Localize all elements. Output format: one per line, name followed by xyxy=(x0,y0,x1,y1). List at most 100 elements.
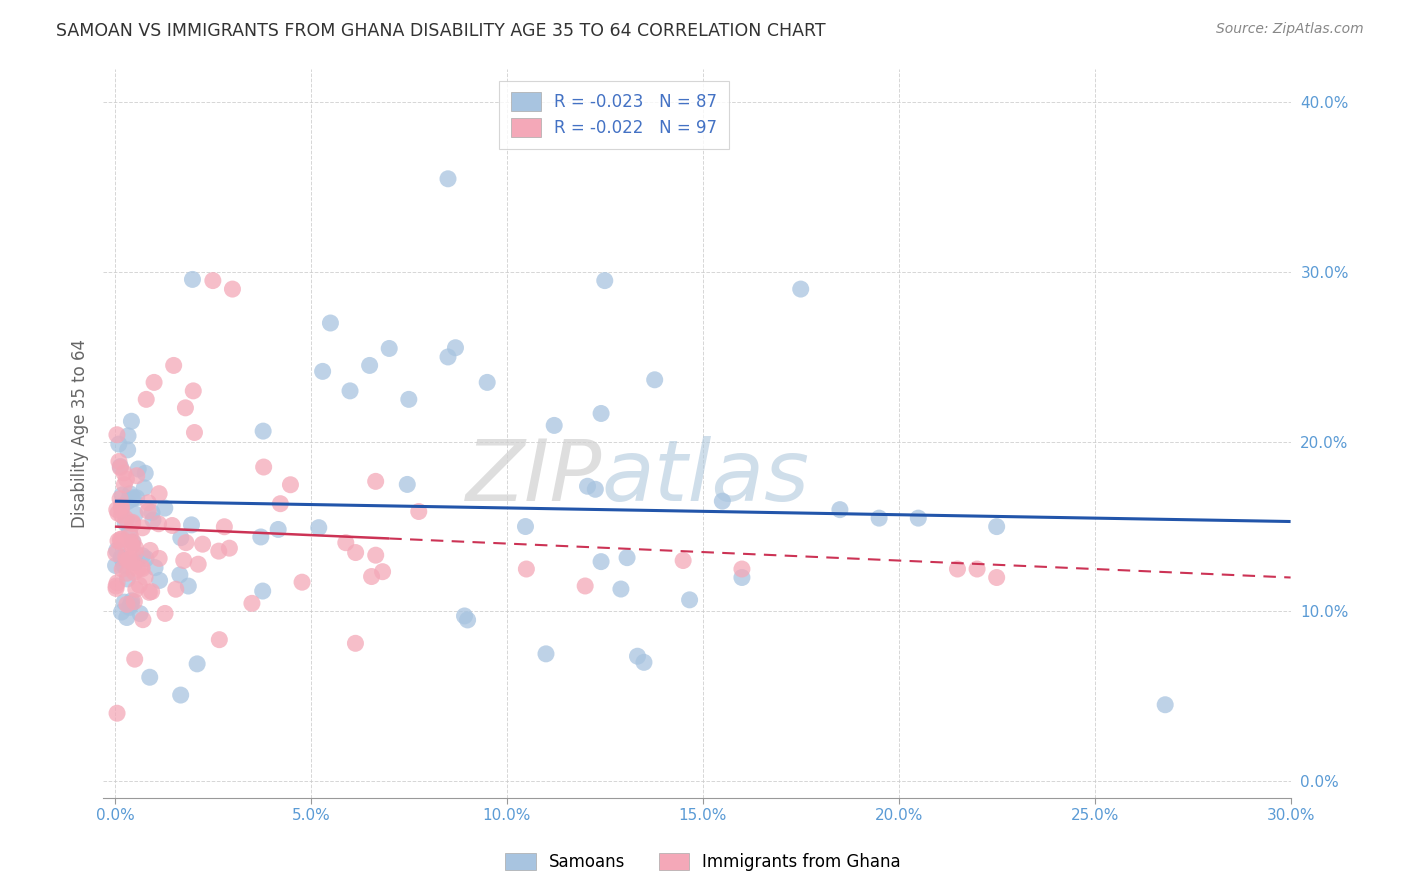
Point xyxy=(408,504,430,518)
Point xyxy=(121,555,143,569)
Point xyxy=(311,364,333,378)
Point xyxy=(124,652,146,666)
Point xyxy=(105,706,128,721)
Point xyxy=(731,570,754,584)
Point xyxy=(117,442,139,457)
Point xyxy=(105,575,128,590)
Point xyxy=(135,551,157,566)
Point xyxy=(148,486,170,500)
Point xyxy=(201,274,224,288)
Point xyxy=(644,373,666,387)
Point xyxy=(148,551,170,566)
Point xyxy=(117,553,139,567)
Point xyxy=(616,550,638,565)
Point xyxy=(515,562,537,576)
Point xyxy=(120,598,142,612)
Point xyxy=(121,594,143,608)
Point xyxy=(107,506,129,520)
Point xyxy=(105,582,128,596)
Point xyxy=(731,562,754,576)
Point xyxy=(105,502,128,516)
Point xyxy=(115,610,138,624)
Point xyxy=(543,418,565,433)
Point xyxy=(591,407,613,421)
Point xyxy=(136,504,159,518)
Point xyxy=(132,613,155,627)
Point xyxy=(122,534,145,549)
Point xyxy=(139,543,162,558)
Point xyxy=(477,376,499,390)
Point xyxy=(173,553,195,567)
Point xyxy=(986,570,1008,584)
Point xyxy=(121,492,143,507)
Point xyxy=(359,359,381,373)
Point xyxy=(120,414,142,428)
Point xyxy=(110,459,132,474)
Point xyxy=(141,584,163,599)
Point xyxy=(104,558,127,573)
Point xyxy=(148,516,170,531)
Point xyxy=(534,647,557,661)
Point xyxy=(250,530,273,544)
Point xyxy=(181,384,204,398)
Legend: R = -0.023   N = 87, R = -0.022   N = 97: R = -0.023 N = 87, R = -0.022 N = 97 xyxy=(499,80,728,149)
Point xyxy=(269,497,291,511)
Point xyxy=(583,483,606,497)
Point xyxy=(104,546,127,560)
Point xyxy=(364,475,387,489)
Point xyxy=(121,516,143,531)
Point xyxy=(626,649,648,664)
Point xyxy=(280,477,302,491)
Point xyxy=(110,460,132,475)
Point xyxy=(515,519,537,533)
Point xyxy=(191,537,214,551)
Point xyxy=(105,579,128,593)
Point xyxy=(118,524,141,539)
Point xyxy=(134,481,156,495)
Point xyxy=(107,533,129,548)
Point xyxy=(125,468,148,483)
Point xyxy=(252,424,274,438)
Point xyxy=(163,359,186,373)
Point xyxy=(117,572,139,586)
Point xyxy=(110,533,132,547)
Point xyxy=(105,427,128,442)
Point xyxy=(208,544,231,558)
Point xyxy=(112,477,135,491)
Point xyxy=(122,491,145,505)
Point xyxy=(138,496,160,510)
Point xyxy=(170,531,193,545)
Point xyxy=(946,562,969,576)
Point xyxy=(131,560,153,574)
Point xyxy=(344,545,367,559)
Point xyxy=(576,479,599,493)
Point xyxy=(108,491,131,506)
Point xyxy=(633,656,655,670)
Point xyxy=(115,553,138,567)
Point xyxy=(105,543,128,558)
Point xyxy=(143,376,166,390)
Point xyxy=(174,535,197,549)
Point xyxy=(591,555,613,569)
Point xyxy=(125,491,148,505)
Point xyxy=(131,549,153,563)
Point xyxy=(148,574,170,588)
Point xyxy=(868,511,890,525)
Point xyxy=(291,575,314,590)
Point xyxy=(165,582,187,597)
Point xyxy=(114,516,136,530)
Point xyxy=(117,494,139,508)
Point xyxy=(121,535,143,549)
Point xyxy=(610,582,633,596)
Point xyxy=(457,613,479,627)
Point xyxy=(319,316,342,330)
Point xyxy=(344,636,367,650)
Point xyxy=(124,566,146,580)
Point xyxy=(127,562,149,576)
Point xyxy=(121,516,143,530)
Point xyxy=(118,487,141,501)
Point xyxy=(131,562,153,576)
Point xyxy=(339,384,361,398)
Point xyxy=(111,532,134,546)
Point xyxy=(574,579,596,593)
